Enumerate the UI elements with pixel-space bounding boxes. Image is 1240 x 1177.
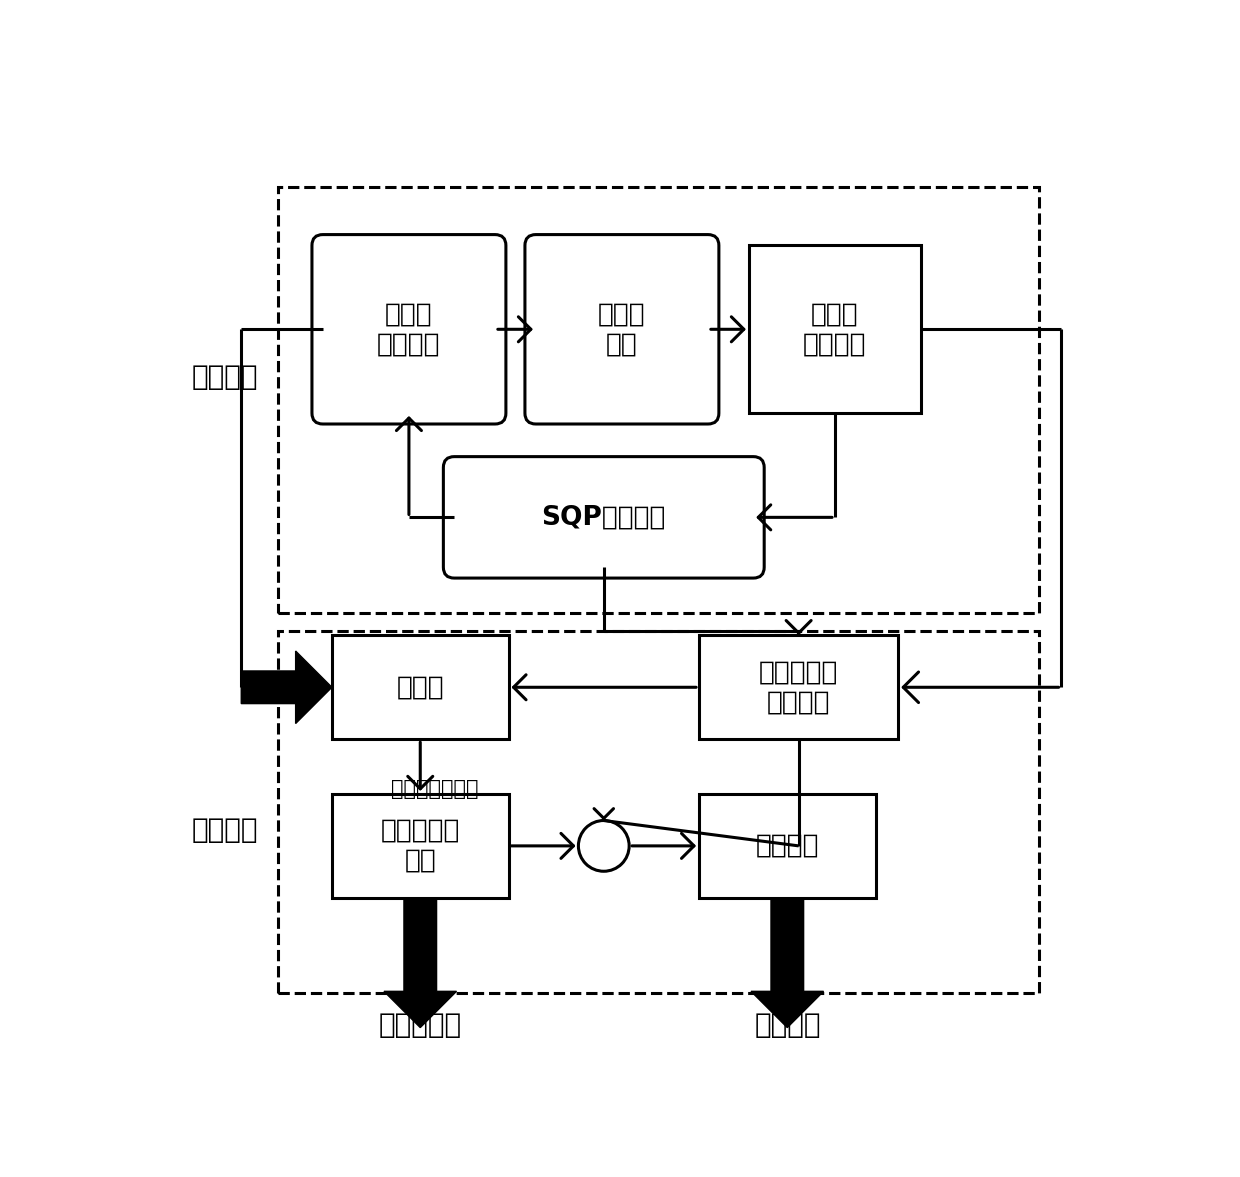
Bar <box>278 187 1039 612</box>
Text: 参考指令: 参考指令 <box>754 1011 821 1039</box>
Bar <box>278 631 1039 993</box>
Text: 过渡态时间
评估函数: 过渡态时间 评估函数 <box>759 659 838 716</box>
Text: 航空发
动机: 航空发 动机 <box>598 301 646 358</box>
Text: 期望过渡态时间: 期望过渡态时间 <box>391 779 479 799</box>
Text: 离线优化: 离线优化 <box>191 363 258 391</box>
FancyBboxPatch shape <box>444 457 764 578</box>
Bar <box>699 793 875 898</box>
Polygon shape <box>751 898 823 1028</box>
Bar <box>332 793 508 898</box>
Text: 发动机
各个输出: 发动机 各个输出 <box>804 301 867 358</box>
Text: SQP算法优化: SQP算法优化 <box>542 505 666 531</box>
Polygon shape <box>384 898 456 1028</box>
FancyBboxPatch shape <box>525 234 719 424</box>
Bar <box>749 246 921 413</box>
Text: 期望输出: 期望输出 <box>755 833 820 859</box>
Text: 插值表: 插值表 <box>397 674 444 700</box>
Text: 过渡态
控制规律: 过渡态 控制规律 <box>377 301 440 358</box>
Text: 加减速计划: 加减速计划 <box>378 1011 461 1039</box>
FancyBboxPatch shape <box>312 234 506 424</box>
Bar <box>332 636 508 739</box>
Polygon shape <box>242 651 332 724</box>
Text: 期望的燃油
流量: 期望的燃油 流量 <box>381 818 460 873</box>
Text: 在线调度: 在线调度 <box>191 816 258 844</box>
Bar <box>699 636 898 739</box>
